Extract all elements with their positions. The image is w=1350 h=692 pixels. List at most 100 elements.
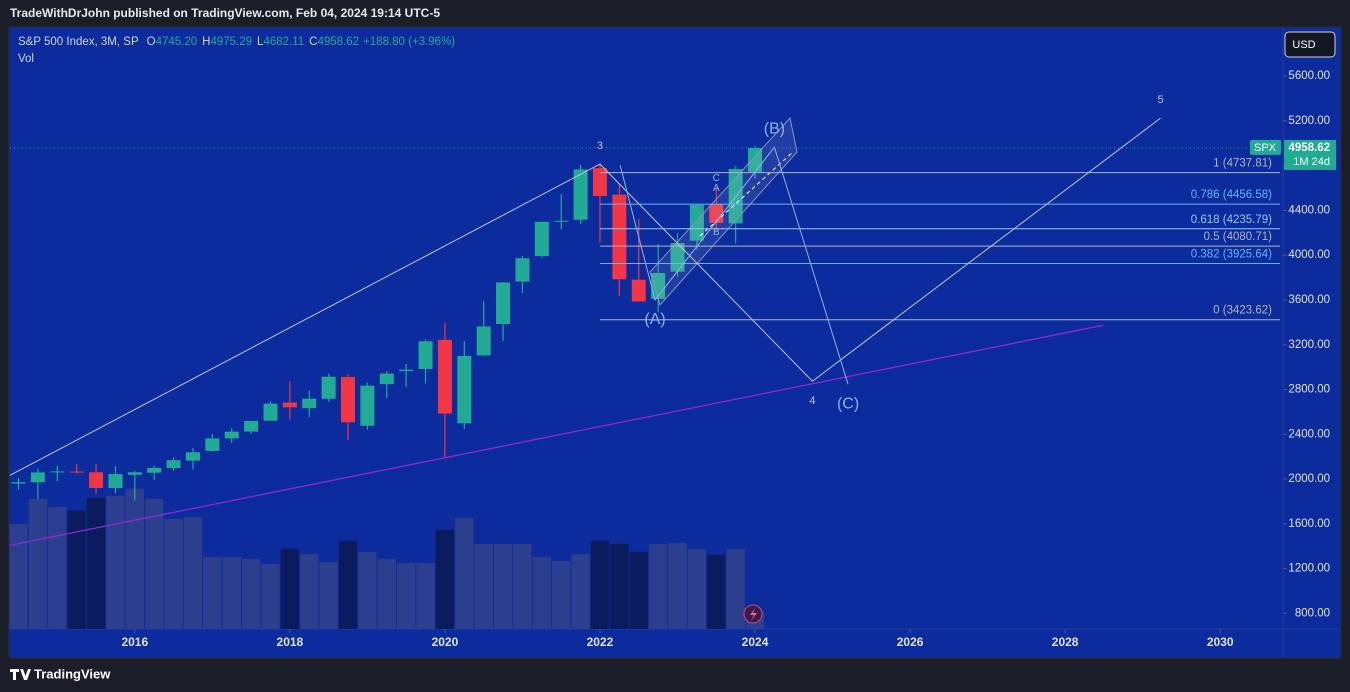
- legend-value: 4682.11: [263, 36, 304, 48]
- candle-body: [360, 385, 375, 426]
- volume-bar: [48, 506, 67, 629]
- price-tag: [1284, 139, 1336, 170]
- symbol-tag-label: SPX: [1254, 142, 1277, 154]
- candle-body: [399, 369, 414, 372]
- volume-bar: [493, 543, 513, 629]
- volume-bar: [629, 551, 648, 629]
- legend-change: +188.80 (+3.96%): [363, 36, 455, 48]
- wave-label: 5: [1157, 94, 1163, 106]
- y-tick-label: 5200.00: [1288, 115, 1330, 127]
- fib-label: 0.382 (3925.64): [1191, 249, 1272, 261]
- volume-bar: [183, 516, 203, 629]
- candle-body: [282, 402, 297, 408]
- fib-label: 1 (4737.81): [1213, 158, 1272, 170]
- volume-bar: [707, 554, 726, 629]
- price-tag-value: 4958.62: [1288, 142, 1330, 154]
- volume-bar: [338, 540, 358, 629]
- candle-body: [11, 482, 26, 484]
- candle-body: [108, 474, 123, 489]
- volume-bar: [513, 543, 532, 629]
- candle-body: [670, 242, 685, 272]
- volume-label: Vol: [18, 53, 34, 65]
- price-tag-countdown: 1M 24d: [1293, 156, 1330, 168]
- x-tick-label: 2018: [277, 635, 304, 649]
- minor-wave-label: A: [713, 183, 720, 194]
- volume-bar: [261, 563, 280, 629]
- candle-body: [166, 460, 181, 468]
- legend-value: 4958.62: [317, 36, 359, 48]
- volume-bar: [726, 548, 745, 629]
- y-tick-label: 2800.00: [1288, 384, 1330, 396]
- candle-body: [147, 467, 162, 473]
- legend-key: C: [309, 36, 317, 48]
- candle-body: [302, 398, 317, 409]
- wave-label: 3: [597, 140, 603, 152]
- candle-body: [496, 282, 511, 325]
- candle-body: [515, 258, 530, 282]
- volume-bar: [571, 553, 590, 629]
- candle-body: [69, 471, 84, 473]
- candle-body: [437, 339, 452, 414]
- currency-label[interactable]: USD: [1292, 39, 1315, 51]
- minor-wave-label: C: [713, 173, 720, 184]
- volume-bar: [687, 548, 707, 629]
- minor-wave-label: B: [713, 227, 720, 238]
- volume-bar: [532, 556, 552, 629]
- legend-key: H: [202, 36, 210, 48]
- event-icon-bolt: [750, 608, 757, 621]
- volume-bar: [435, 529, 455, 629]
- legend-symbol: S&P 500 Index, 3M, SP: [18, 36, 139, 48]
- candle-body: [631, 279, 646, 302]
- candle-body: [457, 355, 472, 424]
- legend-key: L: [257, 36, 264, 48]
- candle-body: [50, 471, 65, 473]
- y-tick-label: 4000.00: [1288, 249, 1330, 261]
- volume-bar: [203, 556, 222, 629]
- x-tick-label: 2020: [432, 635, 459, 649]
- symbol-tag: [1250, 139, 1281, 155]
- volume-bar: [9, 523, 28, 629]
- volume-bar: [610, 543, 629, 629]
- volume-bar: [300, 553, 319, 629]
- volume-bar: [552, 560, 571, 629]
- legend: S&P 500 Index, 3M, SP O4745.20 H4975.29 L46…: [18, 36, 455, 48]
- fib-label: 0.786 (4456.58): [1191, 189, 1272, 201]
- candle-body: [30, 472, 45, 483]
- legend-value: 4745.20: [156, 36, 198, 48]
- volume-bar: [319, 561, 338, 629]
- wave-path: [619, 146, 849, 385]
- y-tick-label: 1200.00: [1288, 563, 1330, 575]
- candle-body: [224, 431, 239, 439]
- volume-bar: [648, 543, 668, 629]
- candle-body: [379, 373, 394, 385]
- wave-label: (C): [837, 395, 859, 412]
- volume-bar: [106, 495, 125, 629]
- volume-bar: [377, 558, 396, 629]
- volume-bar: [164, 518, 183, 629]
- legend-key: O: [147, 36, 156, 48]
- wave-label: (A): [644, 311, 665, 328]
- candle-body: [651, 273, 666, 299]
- x-tick-label: 2022: [587, 635, 614, 649]
- volume-bar: [241, 558, 261, 629]
- y-tick-label: 800.00: [1295, 607, 1330, 619]
- x-tick-label: 2024: [742, 635, 769, 649]
- y-tick-label: 3600.00: [1288, 294, 1330, 306]
- candle-body: [554, 220, 569, 222]
- volume-bar: [222, 556, 241, 629]
- publish-info: TradeWithDrJohn published on TradingView…: [10, 6, 440, 20]
- candle-body: [127, 472, 142, 475]
- y-tick-label: 2000.00: [1288, 473, 1330, 485]
- wave-label: 4: [809, 395, 815, 407]
- currency-button[interactable]: [1284, 31, 1336, 58]
- brand-logo: [10, 669, 31, 680]
- candle-body: [612, 194, 627, 280]
- candle-body: [689, 204, 704, 241]
- legend-value: 4975.29: [210, 36, 252, 48]
- fib-label: 0.5 (4080.71): [1204, 231, 1273, 243]
- wave-path: [9, 117, 1161, 476]
- volume-bar: [144, 498, 164, 629]
- candle-body: [341, 377, 356, 423]
